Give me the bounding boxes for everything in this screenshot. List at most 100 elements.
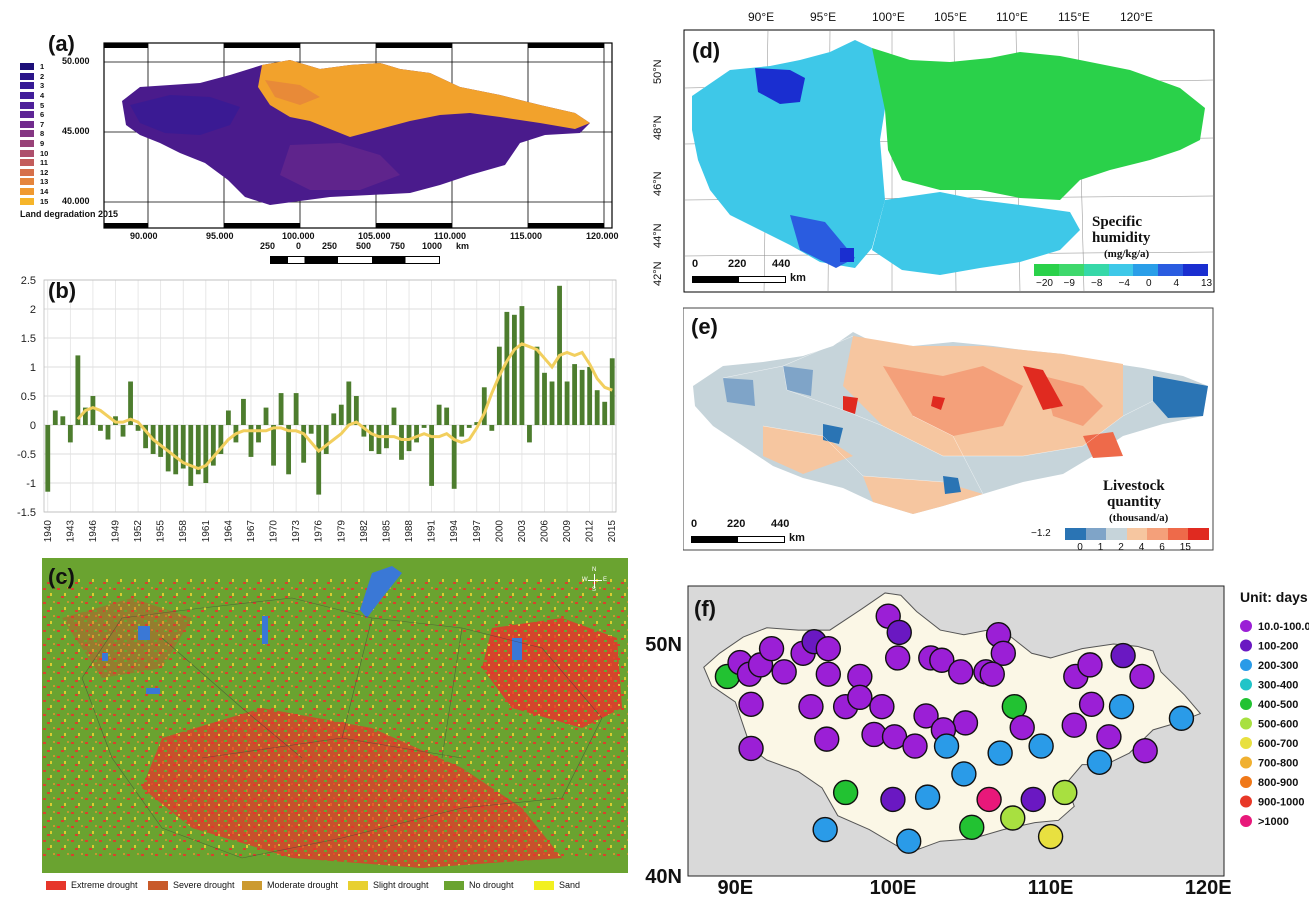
legend-label: 300-400 [1258, 680, 1298, 692]
x-tick-label: 1952 [133, 520, 144, 543]
bar [316, 425, 322, 495]
bar [504, 311, 510, 425]
bar [481, 387, 487, 425]
legend-label: 400-500 [1258, 699, 1298, 711]
legend-label: 200-300 [1258, 660, 1298, 672]
panel-d-label: (d) [692, 38, 721, 63]
panel-c-legend: Extreme drought Severe drought Moderate dr… [42, 880, 628, 894]
legend-swatch [534, 880, 554, 890]
bar [564, 381, 570, 425]
legend-swatch [20, 159, 34, 167]
scale-label: 250 [322, 241, 338, 251]
station-point [1096, 724, 1122, 750]
lon-tick: 90°E [748, 10, 775, 24]
panel-c-label: (c) [48, 564, 75, 589]
lon-tick: 115°E [1058, 10, 1090, 24]
compass-n: N [592, 567, 597, 573]
station-point [979, 661, 1005, 687]
station-point [880, 786, 906, 813]
station-point [1028, 733, 1054, 759]
bar [301, 425, 307, 463]
x-tick-label: 1946 [88, 520, 99, 543]
legend-label: 15 [40, 196, 49, 206]
station-point [1086, 749, 1113, 776]
lon-tick: 110.000 [434, 231, 467, 241]
trend-line [76, 342, 613, 471]
bar [444, 407, 450, 425]
bar [135, 425, 141, 431]
bar [75, 355, 81, 425]
legend-swatch [1188, 528, 1210, 540]
legend-swatch [20, 149, 34, 157]
panel-d-legend: Specific humidity (mg/kg/a) −20 −9 −8 −4 0 4 1… [1032, 214, 1212, 294]
y-tick-label: -1 [26, 478, 36, 490]
bar [52, 410, 58, 425]
bar [210, 425, 216, 466]
station-point [738, 691, 764, 718]
legend-tick: −9 [1063, 278, 1075, 289]
y-tick-label: -1.5 [17, 507, 36, 519]
scale-label: 0 [691, 518, 698, 530]
bar [496, 346, 502, 425]
x-tick-label: 1949 [111, 520, 122, 543]
panel-a-legend: 1 2 3 4 5 6 7 8 9 10 11 12 13 14 15 Land degradation 2… [20, 62, 130, 219]
legend-label: 11 [40, 158, 48, 168]
legend-tick: 1 [1097, 542, 1104, 553]
panel-b-chart: 2.5 2 1.5 1 0.5 0 -0.5 -1 -1.5 1940 1943 1946 1949 19… [17, 275, 618, 543]
station-point [1108, 693, 1135, 720]
scale-label: 1000 [422, 241, 443, 251]
bar [353, 396, 359, 425]
bar [203, 425, 209, 483]
bar [225, 410, 231, 425]
legend-title: quantity [1107, 494, 1162, 510]
bar [271, 425, 276, 466]
legend-unit: (mg/kg/a) [1104, 248, 1150, 260]
station-point [896, 828, 922, 854]
bar [241, 398, 246, 425]
legend-tick: 6 [1159, 542, 1165, 553]
bar [293, 393, 299, 425]
compass-e: E [603, 577, 608, 583]
bar [534, 346, 540, 425]
station-point [933, 733, 960, 759]
legend-swatch [1158, 264, 1184, 276]
legend-label: 10.0-100.0 [1258, 621, 1309, 633]
station-point [1129, 663, 1155, 690]
legend-tick: 13 [1201, 278, 1213, 289]
station-point [913, 703, 939, 729]
scale-label: 220 [728, 258, 747, 270]
station-point [814, 726, 840, 752]
x-tick-label: 100E [870, 877, 917, 897]
bar [527, 425, 532, 443]
legend-swatch [444, 880, 464, 890]
bar [218, 425, 224, 454]
y-tick-label: 0.5 [21, 391, 36, 403]
panel-d-map [683, 29, 1215, 293]
legend-swatch [20, 178, 34, 186]
legend-tick: 4 [1138, 542, 1145, 553]
lon-tick: 105.000 [358, 231, 391, 241]
station-point [798, 693, 824, 720]
bar [256, 425, 261, 443]
station-point [815, 661, 842, 687]
x-tick-label: 1994 [449, 520, 460, 543]
x-tick-label: 1961 [201, 520, 212, 543]
legend-swatch [1083, 264, 1109, 276]
station-point [1052, 779, 1078, 806]
bar [143, 425, 149, 449]
legend-swatch [46, 880, 66, 890]
bar [451, 425, 457, 489]
legend-item: 13 [20, 177, 130, 187]
bar [511, 314, 517, 425]
x-tick-label: 2015 [607, 520, 618, 543]
lon-tick: 100°E [872, 10, 905, 24]
bar [602, 401, 608, 425]
legend-label: 100-200 [1258, 641, 1298, 653]
lon-tick: 100.000 [282, 231, 315, 241]
bar [414, 425, 419, 443]
legend-label: 700-800 [1258, 758, 1298, 770]
lon-tick: 110°E [996, 10, 1028, 24]
x-tick-label: 1958 [178, 520, 189, 543]
legend-item: 10 [20, 148, 130, 158]
legend-swatch [1240, 795, 1252, 808]
